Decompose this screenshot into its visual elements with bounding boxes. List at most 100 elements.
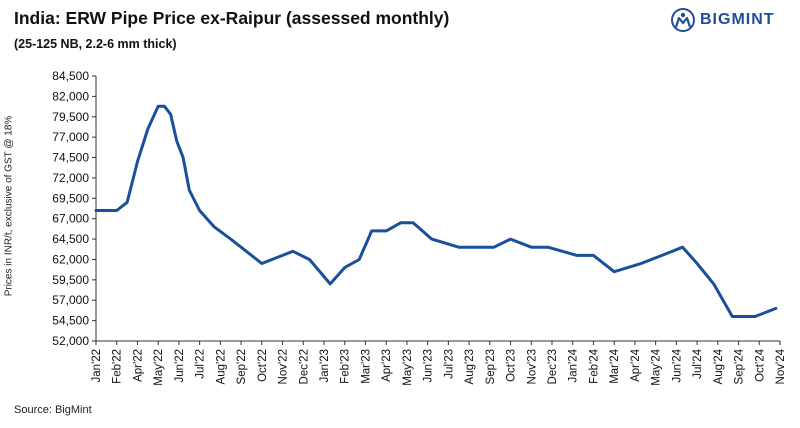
y-tick-label: 82,000 <box>52 89 89 103</box>
y-tick-label: 77,000 <box>52 130 89 144</box>
y-tick-label: 54,500 <box>52 314 89 328</box>
data-point <box>198 209 201 212</box>
y-tick-label: 52,000 <box>52 334 89 348</box>
x-tick-label: Oct'24 <box>754 348 766 381</box>
x-tick-label: Jan'23 <box>319 349 331 383</box>
chart-subtitle: (25-125 NB, 2.2-6 mm thick) <box>14 37 177 51</box>
data-point <box>576 254 578 257</box>
data-point <box>430 238 433 240</box>
x-tick-label: Aug'22 <box>215 349 227 384</box>
y-tick-label: 64,500 <box>52 232 89 246</box>
x-tick-label: May'23 <box>402 349 414 386</box>
data-point <box>478 246 481 249</box>
y-tick-label: 79,500 <box>52 110 89 124</box>
x-tick-label: Feb'24 <box>588 348 600 383</box>
y-tick-label: 59,500 <box>52 273 89 287</box>
data-point <box>147 128 149 130</box>
data-point <box>163 105 166 107</box>
data-point <box>358 258 361 261</box>
y-tick-label: 74,500 <box>52 151 89 165</box>
data-point <box>176 140 178 143</box>
data-point <box>592 254 595 257</box>
chart-title: India: ERW Pipe Price ex-Raipur (assesse… <box>14 8 450 28</box>
data-point <box>240 246 242 249</box>
x-tick-label: Aug'23 <box>464 349 476 384</box>
data-point <box>343 266 346 269</box>
data-point <box>509 238 512 240</box>
data-point <box>775 307 777 310</box>
x-tick-label: Sep'23 <box>485 349 497 384</box>
data-point <box>169 113 172 116</box>
data-point <box>412 221 414 224</box>
data-point <box>213 226 215 228</box>
data-point <box>188 189 191 191</box>
data-point <box>712 283 715 285</box>
data-point <box>126 201 128 204</box>
x-tick-label: Nov'23 <box>526 349 538 384</box>
data-point <box>457 246 460 249</box>
series-line <box>94 104 778 318</box>
x-tick-label: Aug'24 <box>713 348 725 384</box>
y-tick-label: 57,000 <box>52 293 89 307</box>
x-tick-label: May'22 <box>153 349 165 386</box>
x-tick-label: May'24 <box>651 348 663 385</box>
data-point <box>281 254 284 257</box>
data-point <box>136 160 139 163</box>
x-tick-label: Apr'23 <box>381 349 393 382</box>
x-tick-label: Nov'24 <box>775 348 787 384</box>
y-tick-label: 67,000 <box>52 212 89 226</box>
x-tick-label: Sep'22 <box>236 349 248 384</box>
data-point <box>115 209 118 212</box>
x-tick-label: Oct'22 <box>257 349 269 382</box>
data-point <box>95 209 97 212</box>
data-point <box>399 221 402 224</box>
x-tick-label: Jul'24 <box>692 348 704 378</box>
x-tick-label: Dec'22 <box>298 349 310 384</box>
data-point <box>157 105 159 107</box>
data-point <box>661 254 663 257</box>
data-point <box>329 283 332 285</box>
data-point <box>613 270 615 273</box>
y-tick-label: 69,500 <box>52 191 89 205</box>
x-tick-label: Jan'24 <box>568 348 580 382</box>
x-tick-label: Jan'22 <box>91 349 103 383</box>
x-tick-label: Jun'22 <box>174 349 186 383</box>
x-tick-label: Feb'22 <box>112 349 124 384</box>
x-tick-label: Mar'24 <box>609 348 621 383</box>
data-point <box>229 238 232 240</box>
data-point <box>640 262 642 265</box>
data-point <box>261 262 263 265</box>
data-point <box>385 230 387 232</box>
bigmint-logo: BIGMINT <box>670 5 794 35</box>
x-tick-label: Oct'23 <box>506 349 518 382</box>
x-tick-label: Feb'23 <box>340 349 352 384</box>
data-point <box>370 230 373 232</box>
data-point <box>754 315 756 318</box>
y-tick-label: 84,500 <box>52 69 89 83</box>
x-tick-label: Jul'22 <box>195 349 207 379</box>
data-point <box>530 246 533 249</box>
bigmint-logo-text: BIGMINT <box>700 11 775 28</box>
data-point <box>696 262 698 265</box>
y-tick-label: 72,000 <box>52 171 89 185</box>
x-tick-label: Apr'22 <box>132 349 144 382</box>
data-point <box>182 156 184 159</box>
x-tick-label: Nov'22 <box>278 349 290 384</box>
bigmint-logo-icon <box>671 8 695 32</box>
x-tick-label: Jun'24 <box>671 348 683 382</box>
y-tick-label: 62,000 <box>52 252 89 266</box>
x-tick-label: Apr'24 <box>630 348 642 381</box>
x-tick-label: Mar'23 <box>360 349 372 384</box>
data-point <box>681 246 684 249</box>
x-tick-label: Sep'24 <box>734 348 746 384</box>
source-note: Source: BigMint <box>14 404 92 416</box>
data-point <box>308 258 311 261</box>
data-point <box>547 246 549 249</box>
data-point <box>731 315 734 318</box>
data-point <box>292 250 294 253</box>
x-tick-label: Jul'23 <box>443 349 455 379</box>
x-tick-label: Jun'23 <box>423 349 435 383</box>
data-point <box>493 246 495 249</box>
x-tick-label: Dec'23 <box>547 349 559 384</box>
